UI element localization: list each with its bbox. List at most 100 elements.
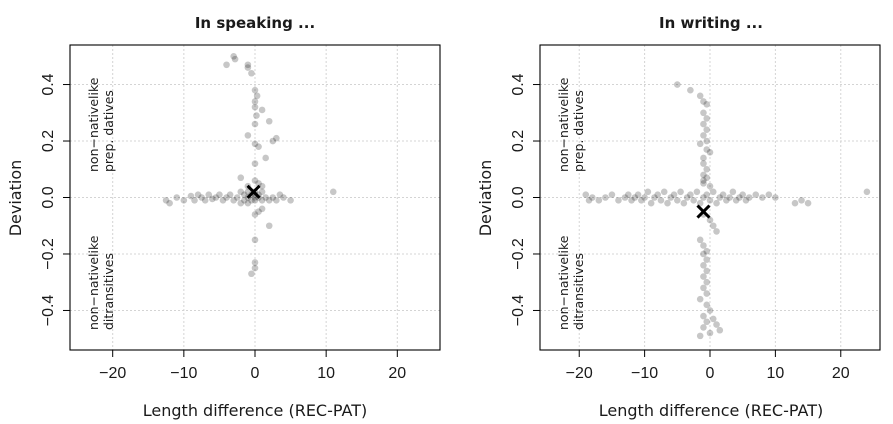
annotation-upper-line2-writing: prep. datives [571, 90, 586, 172]
data-point-speaking-23 [244, 188, 252, 196]
data-point-writing-47 [759, 194, 766, 201]
data-point-speaking-10 [209, 195, 216, 203]
data-point-writing-82 [703, 247, 711, 255]
data-point-speaking-52 [251, 103, 259, 111]
data-point-writing-27 [687, 191, 694, 198]
data-point-writing-68 [700, 154, 707, 162]
x-tick-label-speaking-2: 0 [251, 365, 260, 382]
data-point-writing-42 [736, 194, 743, 201]
data-point-writing-18 [657, 197, 665, 204]
data-point-writing-97 [706, 329, 714, 337]
data-point-speaking-6 [194, 191, 202, 198]
data-point-writing-98 [709, 315, 717, 323]
data-point-writing-65 [696, 140, 704, 148]
data-point-writing-71 [700, 171, 707, 179]
data-point-writing-56 [696, 92, 704, 100]
data-point-writing-64 [703, 137, 711, 145]
panel-writing: In writing ... −20 −10 0 10 20 −0.4 −0.2 0.0 0.… [476, 14, 881, 420]
data-point-speaking-54 [253, 112, 260, 119]
data-point-writing-36 [716, 194, 724, 201]
data-point-speaking-76 [248, 270, 255, 278]
data-point-speaking-55 [265, 117, 273, 125]
data-point-writing-78 [709, 222, 717, 230]
data-point-writing-55 [687, 86, 694, 94]
y-tick-label-speaking-0: −0.4 [40, 295, 57, 327]
data-point-speaking-37 [269, 194, 277, 201]
data-point-speaking-26 [248, 197, 255, 204]
data-point-writing-44 [742, 197, 750, 204]
data-point-writing-29 [693, 188, 701, 196]
data-point-speaking-64 [237, 174, 245, 182]
data-point-writing-3 [595, 197, 603, 204]
data-point-speaking-62 [262, 154, 269, 162]
data-point-speaking-45 [223, 61, 230, 69]
data-point-speaking-17 [233, 194, 241, 201]
data-point-speaking-44 [231, 55, 239, 63]
data-point-writing-46 [752, 191, 760, 198]
chart-title-speaking: In speaking ... [195, 14, 315, 32]
y-tick-label-writing-3: 0.2 [510, 130, 527, 152]
data-point-writing-80 [696, 236, 704, 244]
data-point-writing-100 [716, 326, 724, 334]
data-point-writing-66 [703, 146, 711, 153]
x-tick-label-writing-4: 20 [832, 365, 850, 382]
data-point-writing-40 [729, 188, 737, 196]
data-point-speaking-14 [223, 194, 230, 201]
data-point-speaking-5 [191, 197, 198, 204]
x-ticks-speaking: −20 −10 0 10 20 [99, 350, 406, 382]
data-point-writing-33 [706, 197, 714, 204]
data-point-writing-60 [703, 115, 711, 122]
data-point-speaking-71 [258, 205, 266, 213]
data-point-speaking-33 [258, 197, 266, 204]
data-point-writing-83 [700, 250, 707, 258]
data-point-speaking-19 [237, 199, 245, 207]
data-point-writing-72 [703, 174, 711, 182]
y-tick-label-writing-2: 0.0 [510, 186, 527, 208]
data-point-speaking-40 [280, 194, 287, 201]
y-tick-label-writing-1: −0.2 [510, 238, 527, 270]
data-point-writing-13 [641, 194, 648, 201]
data-point-writing-61 [700, 120, 707, 128]
data-point-speaking-65 [251, 177, 259, 184]
data-point-speaking-3 [180, 197, 188, 204]
data-point-writing-84 [703, 256, 711, 263]
data-point-writing-57 [700, 98, 707, 105]
x-axis-label-writing: Length difference (REC-PAT) [599, 401, 823, 420]
x-tick-label-speaking-1: −10 [170, 365, 197, 382]
data-point-speaking-16 [230, 197, 237, 204]
data-point-writing-15 [647, 199, 655, 207]
y-ticks-writing: −0.4 −0.2 0.0 0.2 0.4 [510, 73, 540, 326]
data-point-writing-54 [674, 81, 681, 88]
data-point-speaking-53 [258, 106, 266, 114]
data-point-speaking-75 [251, 264, 259, 272]
x-tick-label-writing-0: −20 [566, 365, 593, 382]
data-point-writing-96 [700, 324, 707, 331]
y-tick-label-speaking-4: 0.4 [40, 73, 57, 95]
grid-writing [540, 45, 880, 350]
data-point-writing-69 [700, 160, 707, 167]
data-point-writing-92 [703, 301, 711, 309]
data-point-writing-4 [602, 194, 609, 201]
data-point-writing-11 [634, 191, 642, 198]
grid-speaking [70, 45, 440, 350]
data-point-speaking-2 [173, 194, 181, 201]
data-point-speaking-29 [251, 197, 259, 204]
data-point-writing-41 [732, 197, 740, 204]
data-point-speaking-58 [273, 134, 280, 142]
data-point-writing-23 [674, 197, 681, 204]
data-point-speaking-66 [255, 180, 262, 187]
x-axis-label-speaking: Length difference (REC-PAT) [143, 401, 367, 420]
data-point-speaking-47 [244, 64, 252, 71]
data-point-writing-50 [791, 199, 799, 207]
data-point-writing-85 [700, 261, 707, 269]
annotation-upper-line2-speaking: prep. datives [101, 90, 116, 172]
data-point-writing-21 [667, 194, 675, 201]
data-point-speaking-46 [244, 61, 252, 69]
data-point-speaking-0 [162, 197, 170, 204]
data-point-writing-17 [654, 191, 661, 198]
data-point-writing-93 [706, 307, 714, 314]
panel-speaking: In speaking ... −20 −10 0 10 20 −0.4 −0.2 0.0 0… [6, 14, 441, 420]
data-point-speaking-43 [230, 52, 237, 60]
data-point-writing-19 [660, 188, 668, 196]
